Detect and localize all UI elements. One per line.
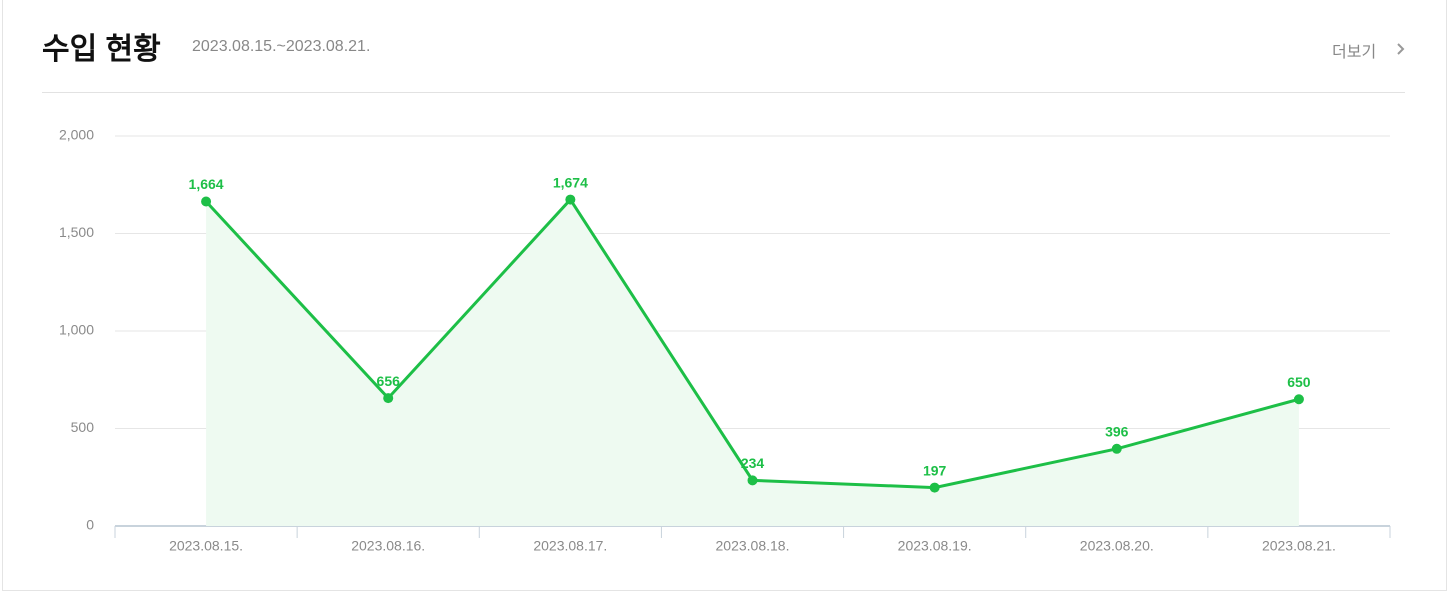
y-tick-label: 0 [86, 517, 94, 533]
point [201, 196, 212, 207]
point [1111, 443, 1122, 454]
y-tick-label: 1,500 [59, 224, 94, 240]
divider [42, 92, 1405, 93]
x-tick-label: 2023.08.16. [351, 538, 425, 554]
value-label: 234 [741, 455, 765, 471]
panel-title: 수입 현황 [42, 33, 161, 66]
area [206, 199, 1299, 526]
x-tick-label: 2023.08.21. [1262, 538, 1336, 554]
value-label: 1,674 [553, 174, 588, 190]
value-label: 656 [377, 373, 401, 389]
x-tick-label: 2023.08.18. [716, 538, 790, 554]
y-tick-label: 2,000 [59, 127, 94, 143]
value-label: 396 [1105, 423, 1129, 439]
date-range: 2023.08.15.~2023.08.21. [192, 38, 371, 55]
value-label: 650 [1287, 374, 1311, 390]
x-tick-label: 2023.08.19. [898, 538, 972, 554]
y-tick-label: 500 [71, 419, 95, 435]
x-tick-label: 2023.08.17. [533, 538, 607, 554]
value-label: 1,664 [189, 176, 224, 192]
x-tick-label: 2023.08.15. [169, 538, 243, 554]
point [929, 482, 940, 493]
point [747, 475, 758, 486]
more-chevron[interactable] [1397, 43, 1405, 55]
point [1293, 394, 1304, 405]
point [565, 194, 576, 205]
y-tick-label: 1,000 [59, 322, 94, 338]
x-tick-label: 2023.08.20. [1080, 538, 1154, 554]
point [383, 393, 394, 404]
more-link[interactable]: 더보기 [1332, 44, 1377, 61]
value-label: 197 [923, 462, 947, 478]
